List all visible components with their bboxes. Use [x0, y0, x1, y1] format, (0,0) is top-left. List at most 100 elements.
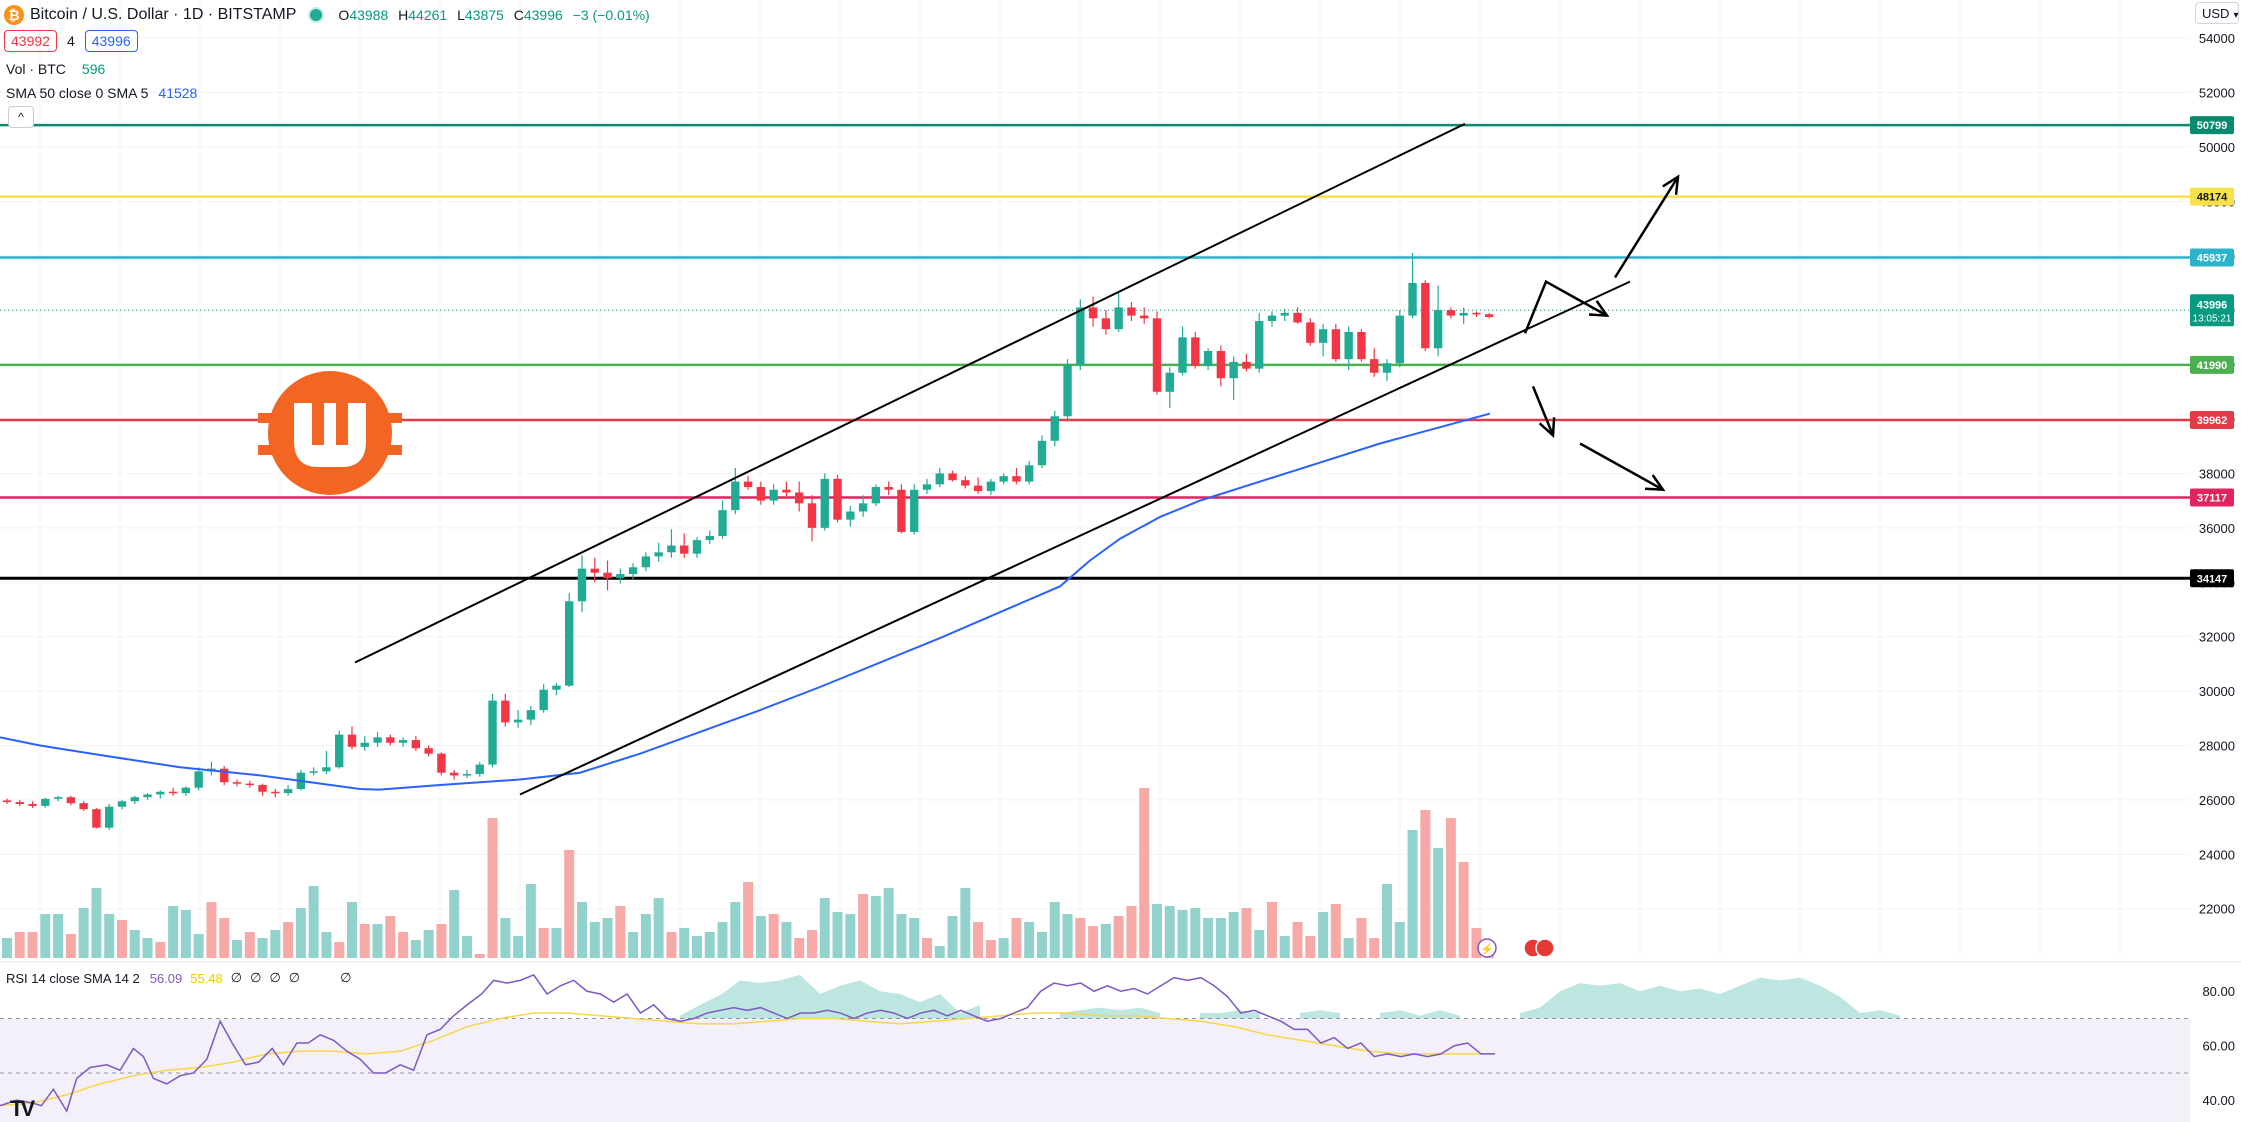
candle-body[interactable] — [513, 719, 523, 723]
candle-body[interactable] — [1140, 315, 1149, 319]
sma-legend[interactable]: SMA 50 close 0 SMA 5 41528 — [6, 86, 197, 100]
lightning-icon[interactable] — [1477, 938, 1497, 958]
candle-body[interactable] — [565, 601, 574, 686]
candle-body[interactable] — [1165, 372, 1174, 392]
candle-body[interactable] — [820, 478, 829, 528]
candle-body[interactable] — [897, 489, 906, 532]
candle-body[interactable] — [1331, 329, 1341, 360]
candle-body[interactable] — [105, 806, 114, 828]
candle-body[interactable] — [245, 783, 254, 786]
candle-body[interactable] — [79, 803, 88, 810]
forecast-arrow[interactable] — [1579, 442, 1664, 491]
candle-body[interactable] — [910, 489, 919, 532]
candle-body[interactable] — [92, 809, 101, 828]
candle-body[interactable] — [654, 552, 663, 557]
candle-body[interactable] — [590, 568, 599, 573]
candle-body[interactable] — [1421, 282, 1430, 349]
candle-body[interactable] — [1191, 337, 1200, 366]
candle-body[interactable] — [1203, 350, 1213, 366]
candle-body[interactable] — [986, 481, 996, 492]
candle-body[interactable] — [143, 794, 152, 798]
candle-body[interactable] — [1306, 322, 1315, 343]
candle-body[interactable] — [858, 503, 868, 512]
forecast-arrow[interactable] — [1523, 279, 1608, 334]
market-status-icon[interactable] — [308, 7, 325, 23]
candle-body[interactable] — [1408, 282, 1417, 316]
candle-body[interactable] — [731, 481, 740, 511]
candle-body[interactable] — [28, 803, 37, 806]
candle-body[interactable] — [1088, 307, 1098, 319]
candle-body[interactable] — [641, 556, 651, 568]
candle-body[interactable] — [1152, 318, 1162, 392]
symbol-title[interactable]: Bitcoin / U.S. Dollar · 1D · BITSTAMP — [30, 6, 297, 23]
forecast-arrow[interactable] — [1531, 385, 1555, 436]
candle-body[interactable] — [1472, 312, 1481, 315]
candle-body[interactable] — [15, 802, 24, 804]
candle-body[interactable] — [1382, 363, 1392, 373]
candle-body[interactable] — [271, 791, 280, 794]
candle-body[interactable] — [156, 791, 165, 795]
candle-body[interactable] — [1370, 359, 1379, 373]
us-flag-icon[interactable] — [1535, 938, 1555, 958]
candle-body[interactable] — [577, 568, 587, 602]
candle-body[interactable] — [756, 487, 766, 501]
candle-body[interactable] — [41, 798, 50, 806]
candle-body[interactable] — [782, 489, 791, 493]
candle-body[interactable] — [1433, 310, 1443, 349]
candle-body[interactable] — [999, 476, 1008, 482]
candle-body[interactable] — [398, 740, 408, 743]
candle-body[interactable] — [220, 768, 229, 783]
candle-body[interactable] — [1446, 310, 1456, 316]
candle-body[interactable] — [386, 737, 395, 743]
candle-body[interactable] — [807, 503, 817, 528]
candle-body[interactable] — [424, 748, 433, 754]
candle-body[interactable] — [1357, 331, 1366, 360]
candle-body[interactable] — [1101, 318, 1111, 330]
candle-body[interactable] — [2, 800, 12, 803]
forecast-arrow[interactable] — [1613, 176, 1680, 279]
candle-body[interactable] — [1280, 312, 1289, 316]
candle-body[interactable] — [871, 487, 881, 504]
candle-body[interactable] — [1127, 307, 1136, 316]
candle-body[interactable] — [53, 797, 63, 799]
collapse-legend-button[interactable]: ^ — [8, 106, 34, 128]
candle-body[interactable] — [795, 492, 804, 504]
candle-body[interactable] — [628, 567, 638, 575]
rsi-line[interactable] — [0, 973, 1495, 1113]
candle-body[interactable] — [948, 473, 957, 481]
candle-body[interactable] — [692, 540, 702, 554]
candle-body[interactable] — [680, 545, 689, 554]
buy-button[interactable]: 43996 — [84, 30, 138, 52]
candle-body[interactable] — [283, 789, 293, 794]
rsi-ma-line[interactable] — [0, 1012, 1495, 1107]
candle-body[interactable] — [309, 771, 318, 773]
candle-body[interactable] — [335, 734, 344, 768]
candle-body[interactable] — [258, 784, 267, 792]
candle-body[interactable] — [1242, 361, 1251, 369]
candle-body[interactable] — [961, 480, 970, 486]
candle-body[interactable] — [705, 535, 714, 541]
candle-body[interactable] — [552, 685, 561, 690]
sma-line[interactable] — [0, 412, 1491, 791]
candle-body[interactable] — [539, 689, 548, 711]
candle-body[interactable] — [769, 489, 778, 501]
candle-body[interactable] — [488, 700, 497, 765]
candle-body[interactable] — [884, 487, 893, 490]
candle-body[interactable] — [66, 797, 76, 804]
candle-body[interactable] — [1293, 312, 1302, 323]
candle-body[interactable] — [462, 774, 472, 776]
candle-body[interactable] — [1344, 331, 1353, 360]
candle-body[interactable] — [846, 511, 855, 520]
candle-body[interactable] — [718, 510, 727, 536]
candle-body[interactable] — [373, 737, 382, 743]
candle-body[interactable] — [1063, 364, 1072, 417]
candle-body[interactable] — [501, 700, 510, 723]
candle-body[interactable] — [616, 574, 625, 579]
candle-body[interactable] — [1267, 315, 1277, 322]
candle-body[interactable] — [1229, 361, 1238, 379]
candle-body[interactable] — [437, 753, 446, 773]
candle-body[interactable] — [475, 764, 484, 775]
candle-body[interactable] — [411, 740, 421, 749]
candle-body[interactable] — [922, 484, 932, 490]
